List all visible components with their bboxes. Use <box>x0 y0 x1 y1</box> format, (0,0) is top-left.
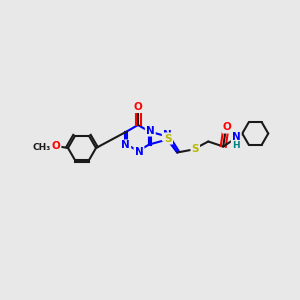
Text: O: O <box>223 122 232 133</box>
Text: H: H <box>232 141 240 150</box>
Text: N: N <box>146 125 154 136</box>
Text: S: S <box>164 134 172 143</box>
Text: N: N <box>232 133 241 142</box>
Text: O: O <box>134 102 142 112</box>
Text: S: S <box>191 145 199 154</box>
Text: CH₃: CH₃ <box>33 142 51 152</box>
Text: O: O <box>52 141 60 151</box>
Text: N: N <box>122 140 130 151</box>
Text: N: N <box>135 147 143 157</box>
Text: N: N <box>163 130 172 140</box>
